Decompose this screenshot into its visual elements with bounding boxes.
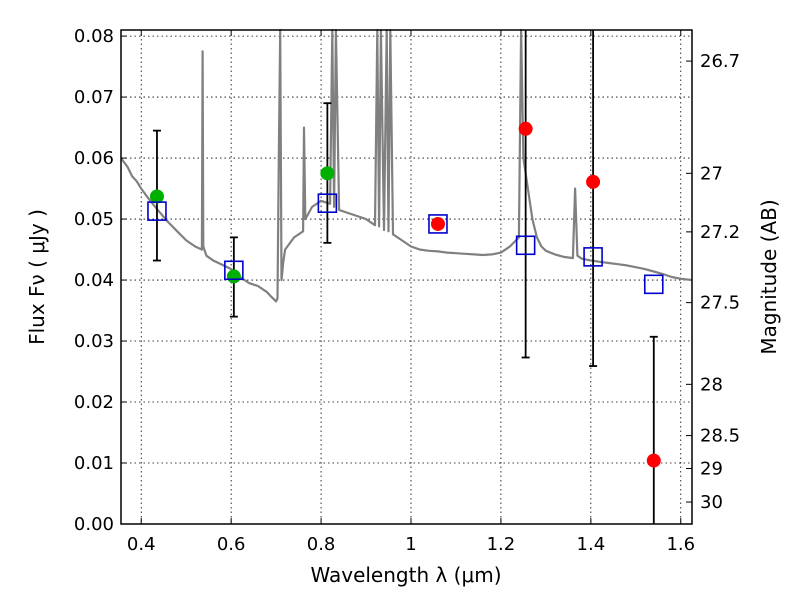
right-ticks: 26.7 27 27.2 27.5 28 28.5 29 30 — [686, 51, 740, 513]
right-tick-label: 29 — [700, 459, 723, 480]
data-point-circle — [226, 269, 241, 284]
data-point-square — [147, 201, 167, 221]
y-tick-label: 0.04 — [74, 270, 114, 291]
x-axis-label: Wavelength λ (μm) — [310, 563, 501, 587]
y-tick-label: 0.03 — [74, 331, 114, 352]
data-point-square — [428, 214, 448, 234]
right-tick-label: 27.5 — [700, 293, 740, 314]
y-tick-label: 0.07 — [74, 87, 114, 108]
data-points — [147, 121, 664, 468]
data-point-square — [583, 247, 603, 267]
x-tick-label: 0.6 — [217, 534, 246, 555]
x-tick-label: 1 — [405, 534, 416, 555]
x-tick-label: 0.4 — [127, 534, 156, 555]
right-tick-label: 27.2 — [700, 222, 740, 243]
y-axis-label: Flux Fν ( μJy ) — [25, 209, 49, 345]
data-point-circle — [320, 166, 335, 181]
y-tick-label: 0.06 — [74, 148, 114, 169]
y-tick-label: 0.00 — [74, 514, 114, 535]
data-point-circle — [430, 216, 445, 231]
grid — [121, 30, 692, 524]
data-point-square — [317, 193, 338, 214]
y-ticks: 0.00 0.01 0.02 0.03 0.04 0.05 0.06 0.07 0.08 — [74, 26, 127, 535]
y-tick-label: 0.08 — [74, 26, 114, 47]
data-point-circle — [149, 189, 164, 204]
data-point-circle — [518, 121, 533, 136]
y-tick-label: 0.05 — [74, 209, 114, 230]
x-ticks: 0.4 0.6 0.8 1 1.2 1.4 1.6 — [127, 30, 695, 555]
right-tick-label: 27 — [700, 163, 723, 184]
right-tick-label: 28.5 — [700, 426, 740, 447]
y-tick-label: 0.01 — [74, 453, 114, 474]
x-tick-label: 0.8 — [307, 534, 336, 555]
model-spectrum-line — [120, 28, 693, 303]
data-point-square — [515, 235, 536, 256]
right-tick-label: 30 — [700, 492, 723, 513]
data-point-square — [224, 260, 244, 281]
right-tick-label: 28 — [700, 374, 723, 395]
x-tick-label: 1.2 — [487, 534, 516, 555]
data-point-circle — [586, 174, 601, 189]
x-tick-label: 1.6 — [666, 534, 695, 555]
plot-frame — [120, 29, 693, 525]
right-tick-label: 26.7 — [700, 51, 740, 72]
right-axis-label: Magnitude (AB) — [757, 199, 781, 354]
y-tick-label: 0.02 — [74, 392, 114, 413]
data-point-square — [643, 274, 664, 295]
data-point-circle — [646, 453, 661, 468]
x-tick-label: 1.4 — [577, 534, 606, 555]
